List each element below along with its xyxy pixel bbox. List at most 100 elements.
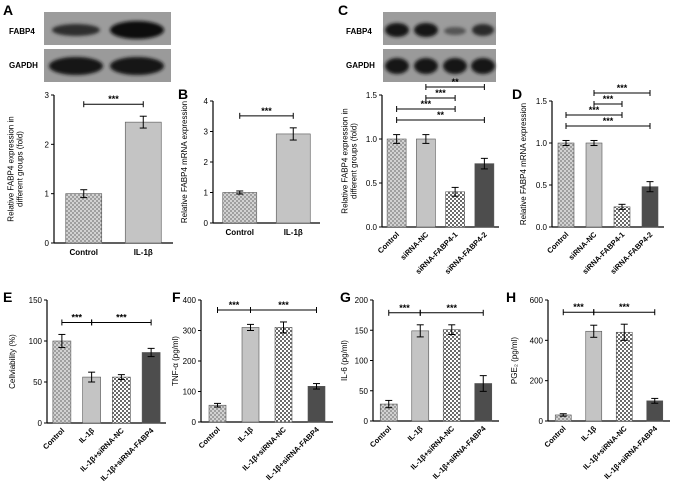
y-tick-label: 0 <box>204 219 209 228</box>
y-tick-label: 200 <box>355 296 369 305</box>
y-tick-label: 1 <box>45 190 50 199</box>
significance-label: ** <box>437 110 445 120</box>
y-tick-label: 300 <box>183 327 197 336</box>
x-tick-label: Control <box>41 426 66 451</box>
y-axis-label-line: TNF-α (pg/ml) <box>171 336 180 386</box>
y-tick-label: 1.5 <box>536 97 548 106</box>
bar <box>112 376 131 424</box>
bar <box>641 186 659 228</box>
y-axis-label: Relative FABP4 expression indifferent gr… <box>7 116 25 221</box>
y-tick-label: 100 <box>29 337 43 346</box>
y-tick-label: 0 <box>539 417 544 426</box>
y-tick-label: 0.0 <box>366 223 378 232</box>
y-axis-label: Relative FABP4 mRNA expression <box>180 101 189 223</box>
bar <box>124 121 162 244</box>
bar <box>222 192 258 224</box>
bar <box>585 330 603 422</box>
x-tick-label: IL-1β+siRNA-FABP4 <box>99 425 156 482</box>
bar <box>615 331 633 422</box>
significance-label: *** <box>589 105 600 115</box>
bar <box>307 386 326 423</box>
significance-label: *** <box>603 116 614 126</box>
y-axis-label-line: PGE₂ (pg/ml) <box>510 337 519 384</box>
y-axis-label: Cellviability (%) <box>8 334 17 389</box>
y-axis-label: TNF-α (pg/ml) <box>171 336 180 386</box>
significance-label: *** <box>399 303 410 313</box>
blot-a-band <box>110 57 164 75</box>
y-tick-label: 50 <box>359 387 368 396</box>
chart-panel-h: 0 200 400 600 PGE₂ (pg/ml) Control IL-1βIL-1β+… <box>510 296 670 481</box>
y-tick-label: 400 <box>183 296 197 305</box>
x-tick-label: Control <box>376 230 401 255</box>
y-tick-label: 0 <box>38 419 43 428</box>
x-tick-label: IL-1β <box>406 424 425 443</box>
y-axis-label-line: Relative FABP4 mRNA expression <box>519 103 528 225</box>
y-tick-label: 50 <box>33 378 42 387</box>
western-blot-c: FABP4 GAPDH <box>346 12 496 82</box>
y-tick-label: 200 <box>183 357 197 366</box>
bar <box>208 404 227 423</box>
y-axis-label-line: Relative FABP4 mRNA expression <box>180 101 189 223</box>
y-tick-label: 3 <box>45 91 50 100</box>
y-axis-label-line: Relative FABP4 expression in <box>341 108 350 213</box>
y-tick-label: 100 <box>355 357 369 366</box>
significance-label: *** <box>229 300 240 310</box>
panel-letter-a: A <box>3 2 13 18</box>
y-axis-label: Relative FABP4 mRNA expression <box>519 103 528 225</box>
x-tick-label: Control <box>542 424 567 449</box>
bar <box>416 138 436 228</box>
chart-panel-g: 0 50 100 150 200 IL-6 (pg/ml) Control IL-1β IL-1… <box>340 296 499 481</box>
x-tick-label: IL-1β <box>77 426 96 445</box>
blot-c-band <box>385 58 409 74</box>
significance-label: *** <box>116 312 127 322</box>
bar <box>411 330 430 422</box>
bar <box>585 142 603 228</box>
bar <box>386 138 407 228</box>
significance-label: *** <box>603 94 614 104</box>
y-tick-label: 150 <box>355 326 369 335</box>
y-tick-label: 150 <box>29 296 43 305</box>
x-tick-label: IL-1β <box>284 228 303 237</box>
blot-a-row-label-fabp4: FABP4 <box>9 27 35 36</box>
x-tick-label: IL-1β <box>579 424 598 443</box>
panel-letter-c: C <box>338 2 348 18</box>
significance-label: *** <box>71 312 82 322</box>
y-tick-label: 2 <box>204 158 209 167</box>
bar <box>241 327 260 423</box>
y-tick-label: 400 <box>530 336 544 345</box>
y-tick-label: 1.0 <box>536 139 548 148</box>
y-tick-label: 2 <box>45 140 50 149</box>
chart-panel-e: 0 50 100 150 Cellviability (%) Control IL-1βIL… <box>8 296 166 483</box>
y-axis-label: PGE₂ (pg/ml) <box>510 337 519 384</box>
y-tick-label: 600 <box>530 296 544 305</box>
panel-letter-e: E <box>3 289 12 305</box>
x-tick-label: IL-1β <box>134 248 153 257</box>
y-tick-label: 0.5 <box>536 181 548 190</box>
y-tick-label: 1.0 <box>366 135 378 144</box>
y-axis-label-line: different groups (fold) <box>16 131 25 207</box>
panel-letter-d: D <box>512 86 522 102</box>
y-tick-label: 4 <box>204 97 209 106</box>
blot-c-band <box>471 58 495 74</box>
panel-letter-f: F <box>172 289 181 305</box>
blot-c-band <box>414 58 438 74</box>
bar <box>65 193 103 244</box>
y-tick-label: 0.0 <box>536 223 548 232</box>
x-tick-label: Control <box>368 424 393 449</box>
bar <box>442 329 461 422</box>
blot-c-band <box>385 23 409 37</box>
significance-label: *** <box>617 83 628 93</box>
bar <box>141 352 161 424</box>
blot-a-row-label-gapdh: GAPDH <box>9 61 38 70</box>
blot-c-band <box>444 27 466 35</box>
x-tick-label: Control <box>226 228 254 237</box>
x-tick-label: Control <box>545 230 570 255</box>
bar <box>646 400 664 422</box>
blot-c-row-label-fabp4: FABP4 <box>346 27 372 36</box>
significance-label: *** <box>446 303 457 313</box>
significance-label: *** <box>108 94 119 104</box>
y-axis-label-line: different groups (fold) <box>350 123 359 199</box>
panel-letter-g: G <box>340 289 351 305</box>
y-axis-label-line: Cellviability (%) <box>8 334 17 389</box>
